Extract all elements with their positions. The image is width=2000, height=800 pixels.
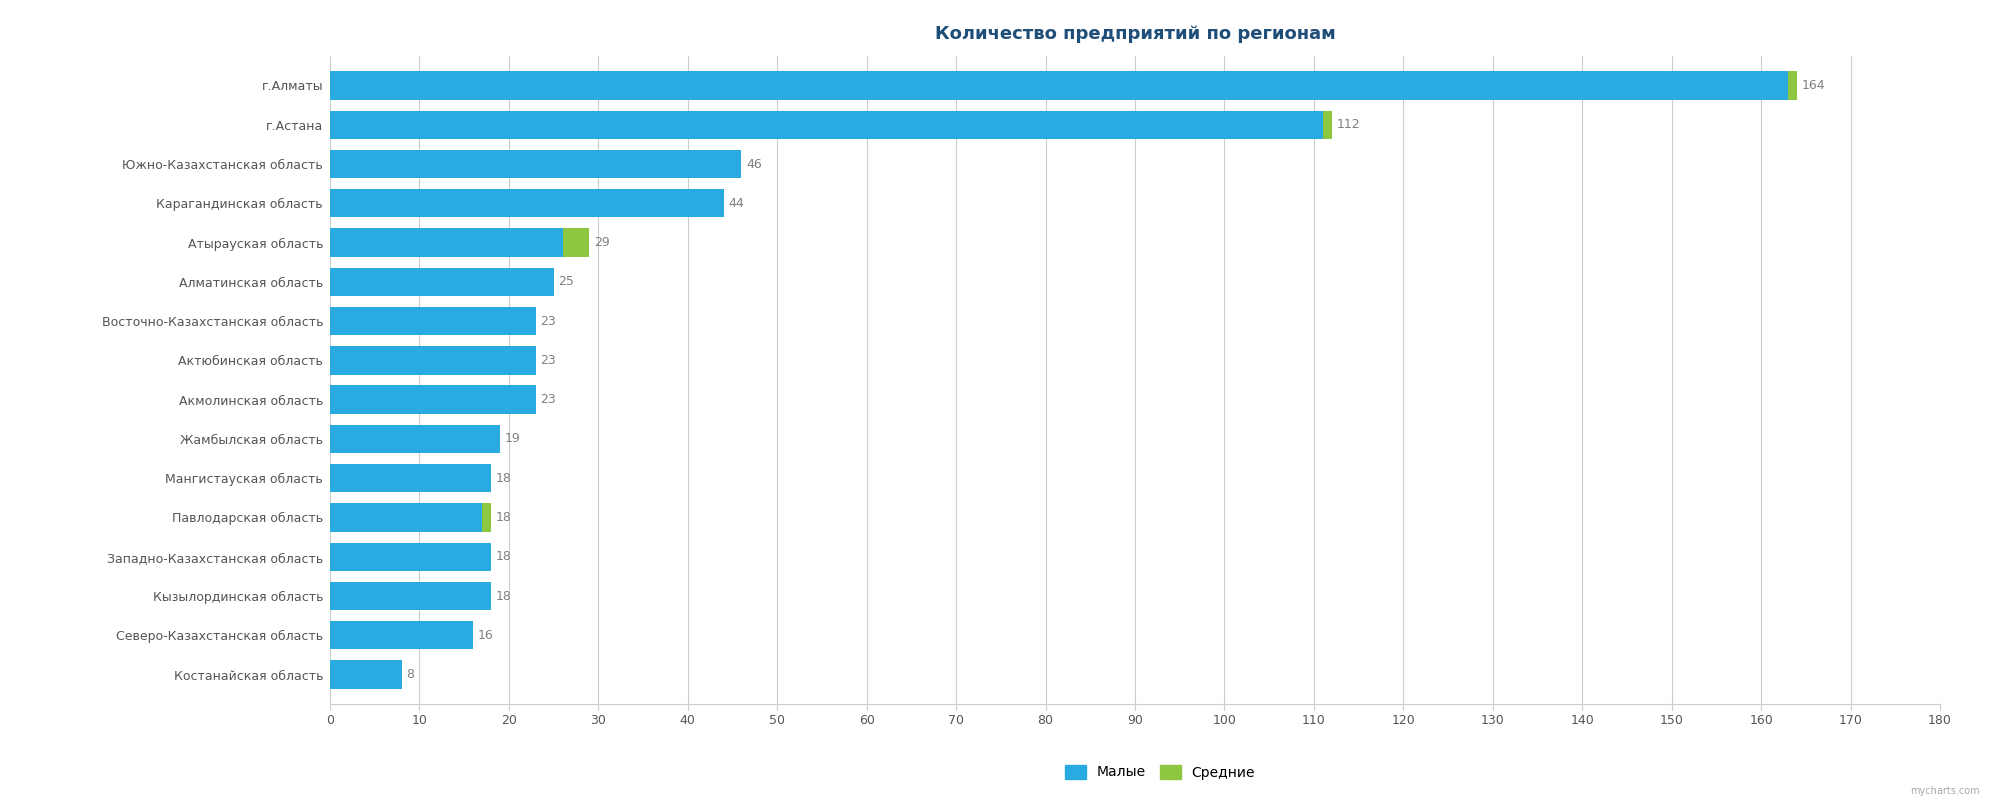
Text: 44: 44 xyxy=(728,197,744,210)
Text: 18: 18 xyxy=(496,472,512,485)
Bar xyxy=(330,346,536,374)
Text: 23: 23 xyxy=(540,314,556,327)
Bar xyxy=(330,582,492,610)
Bar xyxy=(330,268,554,296)
Bar xyxy=(330,150,742,178)
Bar xyxy=(330,110,1322,139)
Text: 18: 18 xyxy=(496,590,512,602)
Text: 19: 19 xyxy=(504,433,520,446)
Bar xyxy=(330,189,724,218)
Legend: Малые, Средние: Малые, Средние xyxy=(1060,759,1260,785)
Text: mycharts.com: mycharts.com xyxy=(1910,786,1980,796)
Text: 18: 18 xyxy=(496,511,512,524)
Text: 25: 25 xyxy=(558,275,574,288)
Bar xyxy=(330,71,1788,99)
Bar xyxy=(330,229,562,257)
Text: 16: 16 xyxy=(478,629,494,642)
Bar xyxy=(330,464,492,492)
Bar xyxy=(482,503,492,531)
Bar xyxy=(330,386,536,414)
Bar xyxy=(562,229,590,257)
Text: 29: 29 xyxy=(594,236,610,249)
Bar xyxy=(330,425,500,453)
Text: 18: 18 xyxy=(496,550,512,563)
Bar xyxy=(1322,110,1332,139)
Bar xyxy=(330,661,402,689)
Text: 164: 164 xyxy=(1802,79,1824,92)
Text: 23: 23 xyxy=(540,354,556,367)
Text: 112: 112 xyxy=(1336,118,1360,131)
Text: 23: 23 xyxy=(540,393,556,406)
Title: Количество предприятий по регионам: Количество предприятий по регионам xyxy=(934,26,1336,43)
Bar xyxy=(1788,71,1796,99)
Bar xyxy=(330,621,474,650)
Bar xyxy=(330,542,492,571)
Text: 46: 46 xyxy=(746,158,762,170)
Text: 8: 8 xyxy=(406,668,414,681)
Bar xyxy=(330,503,482,531)
Bar xyxy=(330,307,536,335)
